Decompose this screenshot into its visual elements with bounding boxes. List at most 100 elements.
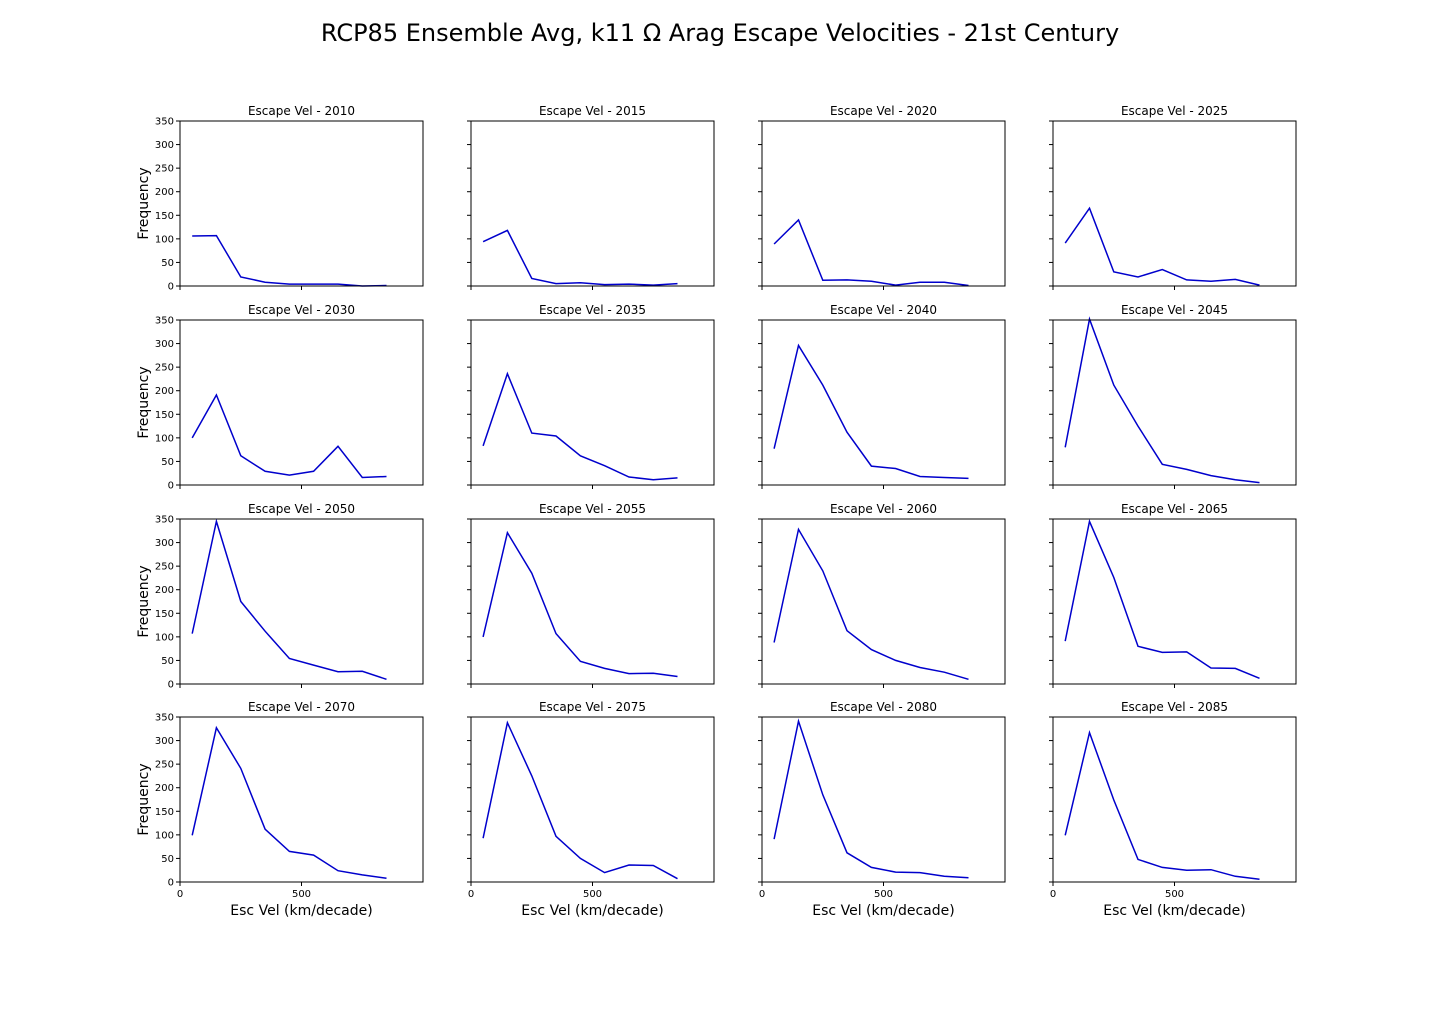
y-tick-label: 250	[155, 760, 174, 771]
subplot-title: Escape Vel - 2015	[539, 104, 646, 118]
x-axis-label: Esc Vel (km/decade)	[230, 903, 372, 919]
axes-frame	[761, 518, 1006, 685]
subplot-title: Escape Vel - 2020	[830, 104, 937, 118]
x-tick-label: 0	[759, 889, 765, 900]
x-tick-label: 0	[177, 889, 183, 900]
y-tick-label: 0	[168, 282, 174, 293]
y-tick-label: 200	[155, 585, 174, 596]
y-tick-label: 200	[155, 187, 174, 198]
figure-title: RCP85 Ensemble Avg, k11 Ω Arag Escape Ve…	[321, 19, 1119, 47]
series-line	[773, 218, 969, 287]
y-tick-label: 350	[155, 316, 174, 327]
series-line	[1064, 316, 1260, 484]
y-tick-label: 200	[155, 783, 174, 794]
axes-frame	[1052, 716, 1297, 883]
axes-frame	[470, 319, 715, 486]
axes-frame	[1052, 120, 1297, 287]
subplot-title: Escape Vel - 2055	[539, 502, 646, 516]
y-tick-label: 0	[168, 680, 174, 691]
subplot-12: Escape Vel - 2065	[1049, 502, 1297, 688]
axes-frame	[761, 319, 1006, 486]
subplot-13: Escape Vel - 2070 0 50 100 150 200 250 300 350 0 5…	[136, 700, 424, 919]
y-tick-label: 100	[155, 234, 174, 245]
series-line	[1064, 729, 1260, 880]
x-tick-label: 0	[1050, 889, 1056, 900]
subplot-title: Escape Vel - 2065	[1121, 502, 1228, 516]
y-tick-label: 0	[168, 481, 174, 492]
subplot-8: Escape Vel - 2045	[1049, 303, 1297, 489]
y-tick-label: 350	[155, 515, 174, 526]
axes-frame	[179, 319, 424, 486]
subplot-title: Escape Vel - 2050	[248, 502, 355, 516]
y-tick-label: 250	[155, 562, 174, 573]
y-tick-label: 100	[155, 632, 174, 643]
subplot-title: Escape Vel - 2080	[830, 700, 937, 714]
y-axis-label: Frequency	[136, 763, 152, 835]
y-tick-label: 300	[155, 140, 174, 151]
y-tick-label: 350	[155, 117, 174, 128]
y-tick-label: 0	[168, 878, 174, 889]
subplot-title: Escape Vel - 2030	[248, 303, 355, 317]
axes-frame	[470, 716, 715, 883]
y-tick-label: 350	[155, 713, 174, 724]
series-line	[191, 518, 387, 681]
series-line	[191, 393, 387, 479]
x-axis-label: Esc Vel (km/decade)	[521, 903, 663, 919]
subplot-title: Escape Vel - 2070	[248, 700, 355, 714]
x-tick-label: 500	[583, 889, 602, 900]
x-axis-label: Esc Vel (km/decade)	[1103, 903, 1245, 919]
panels-group: Escape Vel - 2010 0 50 100 150 200 250 300 350 Fr…	[136, 104, 1297, 919]
subplot-9: Escape Vel - 2050 0 50 100 150 200 250 300 350 Fr…	[136, 502, 424, 691]
subplot-14: Escape Vel - 2075 0 500 Esc Vel (km/decade)	[467, 700, 715, 919]
y-tick-label: 50	[161, 854, 174, 865]
subplot-6: Escape Vel - 2035	[467, 303, 715, 489]
axes-frame	[761, 120, 1006, 287]
axes-frame	[1052, 319, 1297, 486]
subplot-title: Escape Vel - 2060	[830, 502, 937, 516]
axes-frame	[179, 716, 424, 883]
axes-frame	[470, 518, 715, 685]
subplot-title: Escape Vel - 2040	[830, 303, 937, 317]
y-axis-label: Frequency	[136, 167, 152, 239]
y-tick-label: 300	[155, 339, 174, 350]
y-tick-label: 300	[155, 736, 174, 747]
y-axis-label: Frequency	[136, 366, 152, 438]
subplot-2: Escape Vel - 2015	[467, 104, 715, 290]
y-tick-label: 50	[161, 457, 174, 468]
y-tick-label: 250	[155, 164, 174, 175]
subplot-title: Escape Vel - 2010	[248, 104, 355, 118]
x-tick-label: 500	[1165, 889, 1184, 900]
subplot-15: Escape Vel - 2080 0 500 Esc Vel (km/decade)	[758, 700, 1006, 919]
subplot-title: Escape Vel - 2075	[539, 700, 646, 714]
subplot-10: Escape Vel - 2055	[467, 502, 715, 688]
y-tick-label: 150	[155, 211, 174, 222]
subplot-title: Escape Vel - 2025	[1121, 104, 1228, 118]
series-line	[482, 229, 678, 286]
axes-frame	[179, 518, 424, 685]
y-tick-label: 50	[161, 258, 174, 269]
subplot-1: Escape Vel - 2010 0 50 100 150 200 250 300 350 Fr…	[136, 104, 424, 293]
series-line	[773, 718, 969, 879]
axes-frame	[1052, 518, 1297, 685]
y-tick-label: 100	[155, 830, 174, 841]
subplot-16: Escape Vel - 2085 0 500 Esc Vel (km/decade)	[1049, 700, 1297, 919]
x-tick-label: 500	[292, 889, 311, 900]
y-axis-label: Frequency	[136, 565, 152, 637]
subplot-5: Escape Vel - 2030 0 50 100 150 200 250 300 350 Fr…	[136, 303, 424, 492]
y-tick-label: 200	[155, 386, 174, 397]
axes-frame	[470, 120, 715, 287]
y-tick-label: 50	[161, 656, 174, 667]
y-tick-label: 100	[155, 433, 174, 444]
series-line	[192, 234, 387, 287]
axes-frame	[761, 716, 1006, 883]
y-tick-label: 300	[155, 538, 174, 549]
series-line	[773, 527, 969, 681]
axes-frame	[179, 120, 424, 287]
x-tick-label: 0	[468, 889, 474, 900]
series-line	[773, 343, 969, 480]
subplot-title: Escape Vel - 2085	[1121, 700, 1228, 714]
series-line	[191, 725, 387, 879]
subplot-4: Escape Vel - 2025	[1049, 104, 1297, 290]
